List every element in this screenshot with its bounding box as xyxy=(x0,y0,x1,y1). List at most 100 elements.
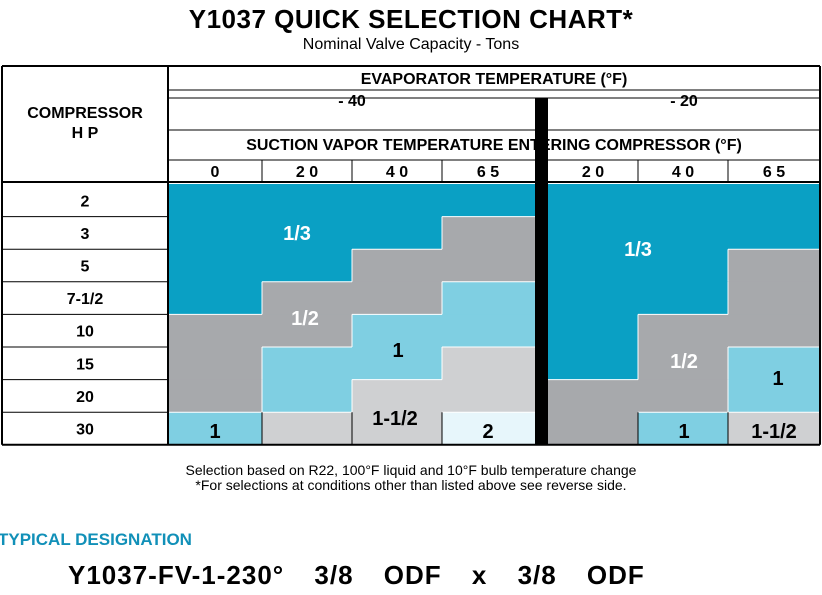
evap-group-minus-40: - 40 xyxy=(338,93,366,110)
capacity-cell xyxy=(262,314,352,348)
capacity-region-label: 2 xyxy=(482,421,493,443)
typical-designation-heading: TYPICAL DESIGNATION xyxy=(0,530,192,549)
note-line-1: Selection based on R22, 100°F liquid and… xyxy=(185,462,637,478)
capacity-cell xyxy=(548,314,638,348)
capacity-cell xyxy=(442,347,535,381)
chart-subtitle: Nominal Valve Capacity - Tons xyxy=(302,36,520,53)
capacity-cell xyxy=(352,249,442,283)
capacity-cell xyxy=(638,379,728,413)
compressor-hp-label: 20 xyxy=(76,389,94,406)
capacity-cell xyxy=(548,281,638,315)
capacity-cell xyxy=(728,281,820,315)
capacity-cell xyxy=(728,184,820,218)
suction-vapor-header: SUCTION VAPOR TEMPERATURE ENTERING COMPR… xyxy=(246,137,742,154)
capacity-cell xyxy=(638,314,728,348)
capacity-cell xyxy=(728,314,820,348)
capacity-cell xyxy=(442,412,535,446)
capacity-cells xyxy=(168,184,820,446)
capacity-cell xyxy=(548,412,638,446)
capacity-region-label: 1 xyxy=(678,421,689,443)
capacity-cell xyxy=(728,379,820,413)
compressor-hp-label: 15 xyxy=(76,356,94,373)
capacity-cell xyxy=(262,249,352,283)
capacity-cell xyxy=(262,184,352,218)
suction-column-label: 2 0 xyxy=(582,164,604,181)
capacity-cell xyxy=(638,412,728,446)
capacity-cell xyxy=(352,281,442,315)
capacity-cell xyxy=(168,347,262,381)
capacity-region-label: 1 xyxy=(772,368,783,390)
chart-title: Y1037 QUICK SELECTION CHART* xyxy=(188,4,634,34)
compressor-header-label: COMPRESSOR xyxy=(27,105,143,122)
capacity-cell xyxy=(352,216,442,250)
capacity-region-label: 1-1/2 xyxy=(372,408,418,430)
capacity-cell xyxy=(168,184,262,218)
capacity-cell xyxy=(728,412,820,446)
capacity-cell xyxy=(638,281,728,315)
capacity-cell xyxy=(168,379,262,413)
capacity-cell xyxy=(262,412,352,446)
capacity-region-label: 1/2 xyxy=(291,308,319,330)
capacity-region-label: 1 xyxy=(392,340,403,362)
capacity-cell xyxy=(548,347,638,381)
capacity-cell xyxy=(548,184,638,218)
capacity-region-label: 1-1/2 xyxy=(751,421,797,443)
suction-column-label: 4 0 xyxy=(386,164,408,181)
capacity-region-label: 1/3 xyxy=(624,239,652,261)
evaporator-temperature-header: EVAPORATOR TEMPERATURE (°F) xyxy=(361,71,628,88)
capacity-cell xyxy=(168,249,262,283)
suction-column-label: 0 xyxy=(211,164,220,181)
capacity-cell xyxy=(442,249,535,283)
capacity-cell xyxy=(262,379,352,413)
capacity-region-label: 1 xyxy=(209,421,220,443)
header-labels: COMPRESSOR H P EVAPORATOR TEMPERATURE (°F)… xyxy=(27,71,785,439)
capacity-cell xyxy=(442,216,535,250)
capacity-cell xyxy=(352,379,442,413)
compressor-hp-label: 2 xyxy=(81,193,90,210)
capacity-region-label: 1/2 xyxy=(670,351,698,373)
capacity-cell xyxy=(442,314,535,348)
suction-column-label: 4 0 xyxy=(672,164,694,181)
compressor-header-units: H P xyxy=(72,125,99,142)
selection-table: COMPRESSOR H P EVAPORATOR TEMPERATURE (°F)… xyxy=(1,65,821,446)
capacity-cell xyxy=(442,184,535,218)
compressor-hp-label: 10 xyxy=(76,324,94,341)
capacity-cell xyxy=(638,249,728,283)
compressor-hp-label: 7-1/2 xyxy=(67,291,104,308)
capacity-cell xyxy=(352,184,442,218)
suction-column-label: 2 0 xyxy=(296,164,318,181)
capacity-cell xyxy=(728,249,820,283)
capacity-cell xyxy=(442,379,535,413)
capacity-cell xyxy=(168,314,262,348)
compressor-hp-label: 30 xyxy=(76,422,94,439)
notes: Selection based on R22, 100°F liquid and… xyxy=(0,463,822,493)
capacity-cell xyxy=(262,281,352,315)
capacity-cell xyxy=(548,379,638,413)
group-divider xyxy=(535,98,548,445)
capacity-cell xyxy=(262,347,352,381)
capacity-region-label: 1/3 xyxy=(283,223,311,245)
typical-designation-value: Y1037-FV-1-230° 3/8 ODF x 3/8 ODF xyxy=(68,560,645,590)
grid-lines xyxy=(1,65,821,446)
capacity-cell xyxy=(168,281,262,315)
capacity-cell xyxy=(442,281,535,315)
capacity-cell xyxy=(168,412,262,446)
capacity-cell xyxy=(352,314,442,348)
capacity-cell xyxy=(638,347,728,381)
capacity-cell xyxy=(728,216,820,250)
capacity-cell xyxy=(352,412,442,446)
capacity-cell xyxy=(548,249,638,283)
capacity-cell xyxy=(638,216,728,250)
note-line-2: *For selections at conditions other than… xyxy=(195,477,627,493)
suction-column-label: 6 5 xyxy=(477,164,499,181)
capacity-cell xyxy=(638,184,728,218)
compressor-hp-label: 3 xyxy=(81,226,90,243)
capacity-cell xyxy=(168,216,262,250)
capacity-labels: 1/3 1/2 1 1-1/2 2 1 1/3 1/2 1 1 1-1/2 xyxy=(209,223,796,443)
capacity-cell xyxy=(728,347,820,381)
compressor-hp-label: 5 xyxy=(81,259,90,276)
evap-group-minus-20: - 20 xyxy=(670,93,698,110)
capacity-cell xyxy=(548,216,638,250)
suction-column-label: 6 5 xyxy=(763,164,785,181)
capacity-cell xyxy=(352,347,442,381)
